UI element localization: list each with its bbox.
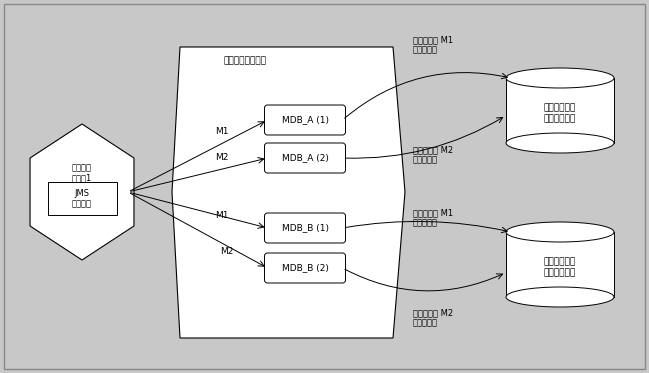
Text: M2: M2 — [220, 248, 234, 257]
Ellipse shape — [506, 222, 614, 242]
Text: メッセージ M1
からの更新: メッセージ M1 からの更新 — [413, 208, 453, 228]
Ellipse shape — [506, 68, 614, 88]
Text: メッセージ M1
からの更新: メッセージ M1 からの更新 — [413, 35, 453, 55]
Text: メッセージ M2
からの更新: メッセージ M2 からの更新 — [413, 308, 453, 328]
FancyBboxPatch shape — [265, 105, 345, 135]
Text: 管理対象サーバ２: 管理対象サーバ２ — [223, 56, 267, 66]
Polygon shape — [172, 47, 405, 338]
Text: M1: M1 — [215, 210, 228, 219]
Text: MDB_A (1): MDB_A (1) — [282, 116, 328, 125]
FancyBboxPatch shape — [265, 143, 345, 173]
Text: 管理対象
サーベ1: 管理対象 サーベ1 — [72, 163, 92, 183]
Text: メッセージ M2
からの更新: メッセージ M2 からの更新 — [413, 145, 453, 165]
Polygon shape — [30, 124, 134, 260]
Bar — [506, 78, 614, 143]
FancyBboxPatch shape — [265, 213, 345, 243]
Bar — [47, 182, 117, 215]
Text: MDB_A (2): MDB_A (2) — [282, 154, 328, 163]
Text: MDB_B (2): MDB_B (2) — [282, 263, 328, 273]
FancyBboxPatch shape — [265, 253, 345, 283]
Text: 国内ニュース
配信システム: 国内ニュース 配信システム — [544, 104, 576, 123]
Text: 国際ニュース
配信システム: 国際ニュース 配信システム — [544, 258, 576, 277]
Text: JMS
トピック: JMS トピック — [72, 189, 92, 209]
Ellipse shape — [506, 133, 614, 153]
Bar — [506, 232, 614, 297]
Text: M2: M2 — [215, 154, 228, 163]
Text: M1: M1 — [215, 128, 228, 137]
Text: MDB_B (1): MDB_B (1) — [282, 223, 328, 232]
Ellipse shape — [506, 287, 614, 307]
